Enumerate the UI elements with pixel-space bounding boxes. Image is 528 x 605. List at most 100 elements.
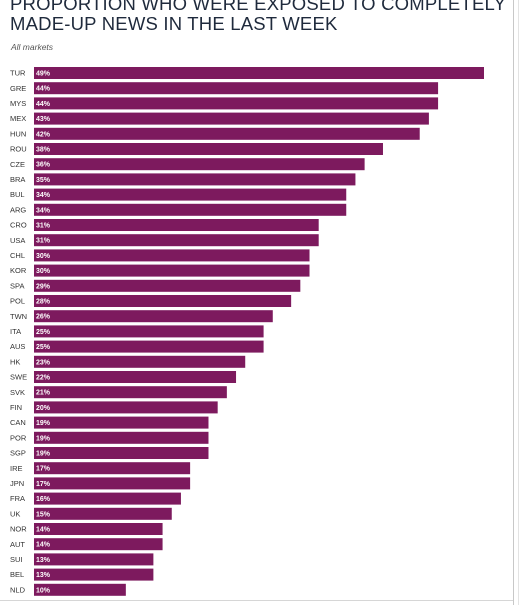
value-label-svk: 21% — [36, 390, 51, 397]
category-label-bul: BUL — [10, 190, 25, 199]
page-edge-divider — [513, 0, 514, 605]
category-label-nor: NOR — [10, 525, 27, 534]
bar-spa — [34, 279, 301, 292]
value-label-can: 19% — [36, 420, 51, 427]
category-label-pol: POL — [10, 297, 25, 306]
bar-fra — [34, 492, 181, 505]
bar-can — [34, 416, 209, 429]
category-label-spa: SPA — [10, 281, 24, 290]
value-label-arg: 34% — [36, 207, 51, 214]
category-label-aus: AUS — [10, 342, 25, 351]
value-label-cro: 31% — [36, 223, 51, 230]
bar-cze — [34, 158, 365, 171]
bar-cro — [34, 219, 319, 231]
bar-rou — [34, 143, 383, 155]
value-label-hk: 23% — [36, 359, 51, 366]
category-label-svk: SVK — [10, 388, 25, 397]
bar-por — [34, 431, 209, 444]
bar-bel — [34, 568, 154, 581]
category-label-gre: GRE — [10, 84, 26, 93]
bar-bul — [34, 188, 347, 201]
bar-chart: TUR 49% GRE 44% MYS 44% MEX 43% HUN 42% ROU 38% CZE 3… — [10, 67, 484, 596]
category-label-ire: IRE — [10, 464, 23, 473]
value-label-uk: 15% — [36, 511, 51, 518]
page-edge-divider-outer — [518, 0, 519, 605]
value-label-ire: 17% — [36, 466, 51, 473]
category-label-cze: CZE — [10, 160, 25, 169]
value-label-kor: 30% — [36, 268, 51, 275]
bar-twn — [34, 310, 273, 323]
bar-uk — [34, 507, 172, 520]
bar-jpn — [34, 477, 191, 490]
value-label-mys: 44% — [36, 101, 51, 108]
category-label-usa: USA — [10, 236, 25, 245]
bar-ire — [34, 462, 191, 475]
category-label-por: POR — [10, 433, 27, 442]
value-label-nor: 14% — [36, 527, 51, 534]
bar-bra — [34, 173, 356, 186]
value-label-mex: 43% — [36, 116, 51, 123]
bar-tur — [34, 67, 484, 79]
category-label-arg: ARG — [10, 205, 26, 214]
category-label-kor: KOR — [10, 266, 27, 275]
chart-subtitle: All markets — [11, 42, 54, 52]
value-label-fin: 20% — [36, 405, 51, 412]
bar-chl — [34, 249, 310, 262]
bar-aut — [34, 538, 163, 551]
bar-nor — [34, 523, 163, 535]
bar-ita — [34, 325, 264, 338]
value-label-gre: 44% — [36, 86, 51, 93]
value-label-pol: 28% — [36, 299, 51, 306]
bar-sui — [34, 553, 154, 566]
value-label-aut: 14% — [36, 542, 51, 549]
category-label-swe: SWE — [10, 373, 27, 382]
category-label-fra: FRA — [10, 494, 25, 503]
value-label-bul: 34% — [36, 192, 51, 199]
bar-pol — [34, 295, 292, 307]
category-label-fin: FIN — [10, 403, 22, 412]
value-label-hun: 42% — [36, 131, 51, 138]
bar-nld — [34, 583, 126, 596]
category-label-ita: ITA — [10, 327, 21, 336]
value-label-jpn: 17% — [36, 481, 51, 488]
value-label-swe: 22% — [36, 375, 51, 382]
category-label-hun: HUN — [10, 129, 26, 138]
bar-aus — [34, 340, 264, 353]
category-label-rou: ROU — [10, 145, 27, 154]
category-label-can: CAN — [10, 418, 26, 427]
category-label-cro: CRO — [10, 221, 27, 230]
bar-svk — [34, 386, 227, 399]
value-label-sui: 13% — [36, 557, 51, 564]
category-label-twn: TWN — [10, 312, 27, 321]
value-label-twn: 26% — [36, 314, 51, 321]
bar-hun — [34, 127, 420, 140]
value-label-rou: 38% — [36, 147, 51, 154]
value-label-spa: 29% — [36, 283, 51, 290]
bar-mys — [34, 97, 439, 110]
value-label-tur: 49% — [36, 71, 51, 78]
bar-arg — [34, 203, 347, 216]
category-label-hk: HK — [10, 357, 20, 366]
bar-sgp — [34, 447, 209, 459]
value-label-usa: 31% — [36, 238, 51, 245]
value-label-bra: 35% — [36, 177, 51, 184]
category-label-uk: UK — [10, 509, 20, 518]
category-label-jpn: JPN — [10, 479, 24, 488]
category-label-bel: BEL — [10, 570, 24, 579]
value-label-nld: 10% — [36, 587, 51, 594]
value-label-ita: 25% — [36, 329, 51, 336]
bar-usa — [34, 234, 319, 247]
page-bottom-divider — [0, 600, 513, 601]
category-label-mex: MEX — [10, 114, 26, 123]
category-label-tur: TUR — [10, 69, 26, 78]
category-label-nld: NLD — [10, 585, 26, 594]
category-label-sui: SUI — [10, 555, 23, 564]
value-label-aus: 25% — [36, 344, 51, 351]
value-label-por: 19% — [36, 435, 51, 442]
category-label-aut: AUT — [10, 540, 25, 549]
category-label-bra: BRA — [10, 175, 25, 184]
category-label-chl: CHL — [10, 251, 25, 260]
bar-swe — [34, 371, 237, 383]
value-label-cze: 36% — [36, 162, 51, 169]
value-label-sgp: 19% — [36, 451, 51, 458]
